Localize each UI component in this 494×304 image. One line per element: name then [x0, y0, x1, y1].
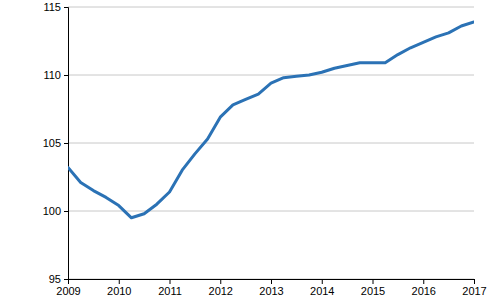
y-tick-label: 105 — [43, 137, 61, 149]
y-tick-label: 115 — [43, 1, 61, 13]
grid-line — [68, 211, 474, 212]
x-tick: 2014 — [310, 279, 334, 297]
x-tick: 2015 — [361, 279, 385, 297]
x-tick-mark — [119, 279, 120, 284]
x-tick: 2009 — [56, 279, 80, 297]
x-axis: 2009 2010 2011 2012 2013 2014 2015 2016 2017 — [56, 279, 486, 297]
plot: 9510010511011520092010201120122013201420… — [43, 1, 487, 297]
x-tick-label: 2014 — [310, 285, 334, 297]
y-tick-label: 110 — [43, 69, 61, 81]
x-tick-mark — [322, 279, 323, 284]
grid-line — [68, 143, 474, 144]
y-tick-mark — [64, 211, 68, 212]
y-tick: 100 — [43, 205, 68, 217]
x-tick: 2013 — [259, 279, 283, 297]
x-tick-label: 2012 — [209, 285, 233, 297]
x-tick-mark — [220, 279, 221, 284]
y-tick-mark — [64, 279, 68, 280]
grid — [68, 7, 474, 279]
y-tick: 95 — [49, 273, 68, 285]
x-tick-label: 2013 — [259, 285, 283, 297]
x-tick-mark — [423, 279, 424, 284]
grid-line — [68, 7, 474, 8]
line — [68, 22, 474, 218]
y-axis: 95 100 105 110 115 — [43, 1, 69, 285]
y-tick-mark — [64, 143, 68, 144]
x-tick-label: 2015 — [361, 285, 385, 297]
x-tick: 2016 — [412, 279, 436, 297]
y-tick: 115 — [43, 1, 68, 13]
y-tick-label: 95 — [49, 273, 61, 285]
y-tick-mark — [64, 7, 68, 8]
x-tick-label: 2010 — [107, 285, 131, 297]
chart: 9510010511011520092010201120122013201420… — [0, 0, 494, 304]
x-tick-mark — [271, 279, 272, 284]
x-tick-label: 2016 — [412, 285, 436, 297]
x-tick: 2017 — [462, 279, 486, 297]
y-tick-label: 100 — [43, 205, 61, 217]
y-tick: 105 — [43, 137, 68, 149]
x-tick-mark — [373, 279, 374, 284]
series — [68, 22, 474, 218]
x-tick-mark — [170, 279, 171, 284]
x-tick-mark — [68, 279, 69, 284]
x-tick: 2010 — [107, 279, 131, 297]
x-tick-mark — [474, 279, 475, 284]
y-tick: 110 — [43, 69, 68, 81]
y-tick-mark — [64, 75, 68, 76]
x-tick: 2011 — [158, 279, 182, 297]
x-tick-label: 2017 — [462, 285, 486, 297]
x-tick: 2012 — [209, 279, 233, 297]
x-tick-label: 2009 — [56, 285, 80, 297]
x-tick-label: 2011 — [158, 285, 182, 297]
grid-line — [68, 75, 474, 76]
x-axis-line — [69, 280, 475, 285]
y-axis-line — [64, 8, 69, 280]
